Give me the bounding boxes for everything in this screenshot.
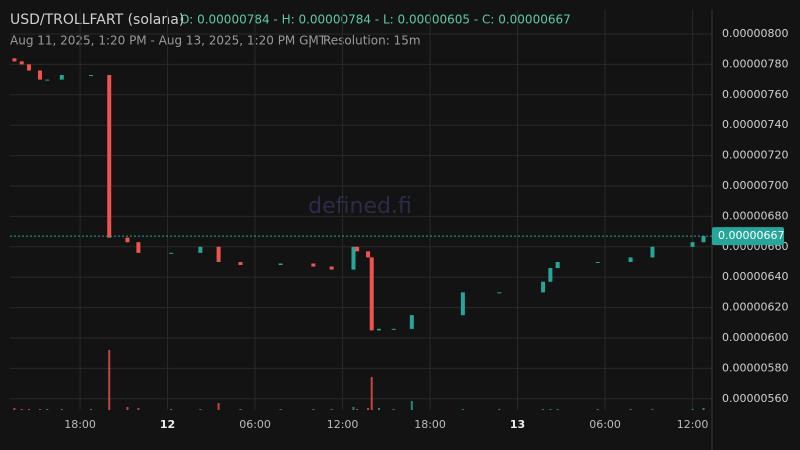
x-tick-label: 12:00 (677, 418, 709, 431)
y-tick-label: 0.00000720 (722, 149, 788, 162)
candle-body (45, 79, 50, 81)
y-tick-label: 0.00000640 (722, 270, 788, 283)
volume-bar (20, 409, 23, 410)
price-box (712, 227, 784, 246)
ohlc-summary: O: 0.00000784 - H: 0.00000784 - L: 0.000… (180, 13, 571, 27)
candle-body (650, 246, 655, 258)
volume-bar (330, 409, 333, 410)
volume-bar (13, 408, 16, 410)
candle-body (27, 64, 32, 71)
candle-body (198, 246, 203, 253)
candle-body (460, 292, 465, 316)
y-tick-label: 0.00000560 (722, 392, 788, 405)
candle-body (37, 70, 42, 80)
x-tick-label: 06:00 (239, 418, 271, 431)
volume-bar (38, 409, 41, 410)
volume-bar (498, 409, 501, 410)
volume-bar (629, 409, 632, 410)
candle-body (701, 236, 706, 243)
volume-bar (596, 409, 599, 410)
volume-bar (556, 409, 559, 410)
y-tick-label: 0.00000620 (722, 301, 788, 314)
candle-body (555, 261, 560, 269)
volume-bar (370, 377, 373, 410)
x-tick-label: 12:00 (327, 418, 359, 431)
volume-bar (279, 409, 282, 410)
candle-body (690, 242, 695, 247)
x-tick-label: 18:00 (414, 418, 446, 431)
candle-body (311, 263, 316, 267)
candle-body (595, 261, 600, 263)
candle-body (548, 268, 553, 282)
volume-bar (217, 403, 220, 410)
candle-body (59, 75, 64, 80)
volume-bar (549, 409, 552, 410)
candle-body (216, 246, 221, 262)
volume-bar (378, 408, 381, 410)
candle-body (541, 281, 546, 293)
price-label: 0.00000667 (718, 229, 784, 242)
watermark: defined.fi (308, 194, 412, 219)
volume-bar (410, 401, 413, 410)
candle-body (391, 328, 396, 330)
volume-bar (352, 407, 355, 410)
y-tick-label: 0.00000600 (722, 331, 788, 344)
x-tick-label: 12 (160, 418, 175, 431)
volume-bar (691, 409, 694, 410)
y-tick-label: 0.00000680 (722, 209, 788, 222)
y-tick-label: 0.00000740 (722, 118, 788, 131)
resolution: Resolution: 15m (323, 34, 421, 48)
chart-title: USD/TROLLFART (solana) (10, 12, 184, 28)
volume-bar (367, 408, 370, 410)
candle-body (366, 251, 371, 258)
candle-body (12, 58, 17, 62)
volume-bar (170, 409, 173, 410)
volume-bar (651, 409, 654, 410)
candle-body (409, 315, 414, 329)
candle-body (125, 237, 130, 243)
candle-body (107, 75, 112, 238)
volume-bar (312, 409, 315, 410)
separator: | (308, 34, 312, 48)
y-tick-label: 0.00000780 (722, 57, 788, 70)
candle-body (628, 257, 633, 262)
candle-body (497, 292, 502, 294)
volume-bar (702, 408, 705, 410)
volume-bar (461, 409, 464, 410)
candle-body (238, 261, 243, 266)
candle-body (169, 252, 174, 254)
candle-body (88, 75, 93, 77)
candle-body (355, 246, 360, 252)
x-tick-label: 18:00 (64, 418, 96, 431)
volume-bar (356, 409, 359, 410)
grid (10, 10, 712, 410)
volume-bar (46, 409, 49, 410)
candle-body (369, 257, 374, 331)
volume-bar (199, 409, 202, 410)
x-tick-label: 13 (510, 418, 525, 431)
volume-bar (239, 409, 242, 410)
volume-bar (137, 408, 140, 410)
volume-bar (28, 409, 31, 410)
candle-body (351, 246, 356, 270)
subtitle: Aug 11, 2025, 1:20 PM - Aug 13, 2025, 1:… (10, 34, 327, 48)
candle-body (278, 263, 283, 266)
y-tick-label: 0.00000700 (722, 179, 788, 192)
x-tick-label: 06:00 (589, 418, 621, 431)
y-tick-label: 0.00000580 (722, 361, 788, 374)
y-tick-label: 0.00000800 (722, 27, 788, 40)
volume-bar (108, 350, 111, 410)
volume-bar (60, 409, 63, 410)
candle-body (136, 242, 141, 253)
candle-body (329, 266, 334, 270)
candle-body (19, 61, 24, 65)
volume-bar (89, 409, 92, 410)
volume-bar (542, 409, 545, 410)
y-tick-label: 0.00000760 (722, 88, 788, 101)
candle-body (377, 328, 382, 331)
volume-bar (392, 409, 395, 410)
volume-bar (126, 407, 129, 410)
